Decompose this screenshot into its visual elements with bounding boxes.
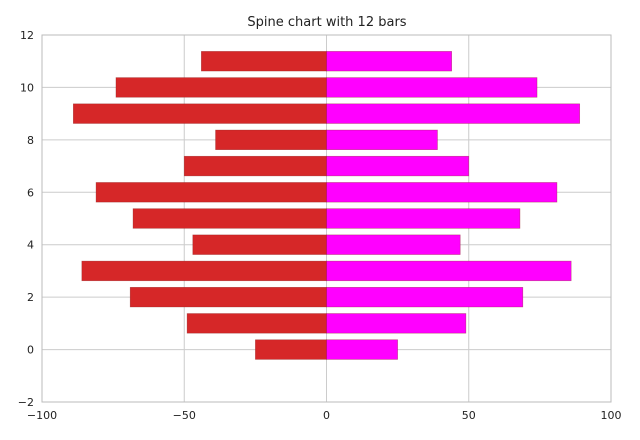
bar-right xyxy=(326,260,572,282)
x-tick-label: 0 xyxy=(323,409,330,422)
bar-right xyxy=(326,103,581,124)
bar-left xyxy=(255,339,327,360)
bar-left xyxy=(186,313,327,334)
bar-left xyxy=(81,260,327,282)
bar-right xyxy=(326,287,524,308)
bar-left xyxy=(129,287,327,308)
x-tick-label: 50 xyxy=(462,409,476,422)
bar-right xyxy=(326,234,461,255)
bars xyxy=(72,51,581,360)
x-tick-label: −100 xyxy=(27,409,57,422)
bar-right xyxy=(326,208,521,229)
bar-right xyxy=(326,77,538,98)
chart-title: Spine chart with 12 bars xyxy=(247,15,407,30)
y-tick-label: 4 xyxy=(27,239,34,252)
bar-left xyxy=(215,129,327,150)
bar-right xyxy=(326,313,467,334)
y-tick-label: 2 xyxy=(27,291,34,304)
bar-right xyxy=(326,51,452,72)
plot-frame xyxy=(41,34,612,403)
bar-left xyxy=(115,77,327,98)
bar-left xyxy=(132,208,327,229)
tick-labels: −100 −50 0 50 100 −2 0 2 4 6 8 10 12 xyxy=(18,29,622,422)
bar-left xyxy=(183,155,327,177)
bar-right xyxy=(326,339,398,360)
bar-right xyxy=(326,129,438,150)
y-tick-label: 6 xyxy=(27,186,34,199)
y-tick-label: 8 xyxy=(27,134,34,147)
bar-left xyxy=(192,234,327,255)
y-tick-label: 10 xyxy=(20,81,34,94)
bar-left xyxy=(72,103,327,124)
bar-right xyxy=(326,182,558,203)
bar-left xyxy=(201,51,327,72)
y-tick-label: 0 xyxy=(27,344,34,357)
x-tick-label: −50 xyxy=(173,409,196,422)
y-tick-label: 12 xyxy=(20,29,34,42)
y-tick-label: −2 xyxy=(18,396,34,409)
x-tick-label: 100 xyxy=(601,409,622,422)
bar-left xyxy=(95,182,327,203)
bar-right xyxy=(326,155,470,177)
